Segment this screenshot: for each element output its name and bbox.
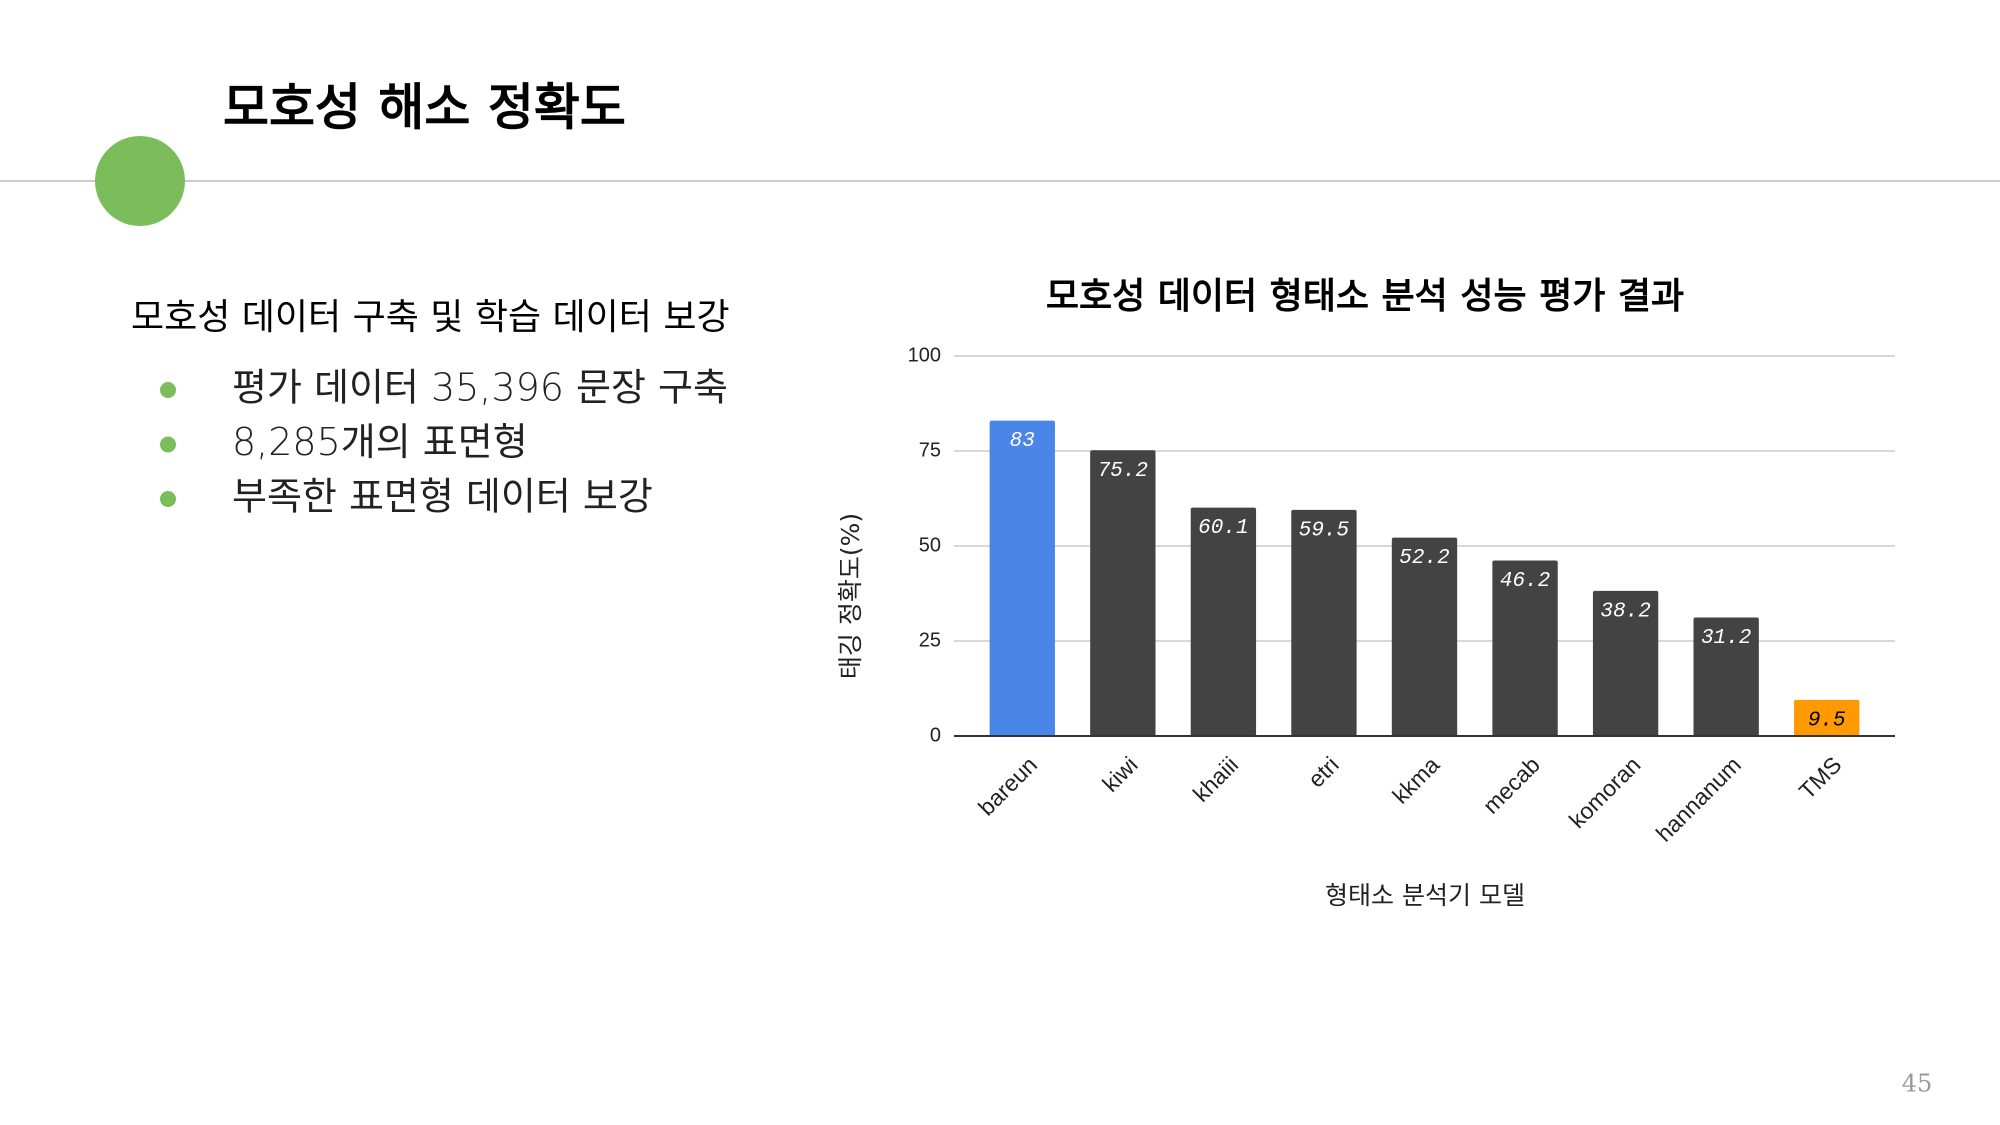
bullet-dot bbox=[160, 382, 176, 398]
slide-subtitle: 모호성 데이터 구축 및 학습 데이터 보강 bbox=[131, 297, 730, 338]
data-label: 59.5 bbox=[1299, 519, 1350, 542]
bar bbox=[1492, 560, 1558, 736]
bar bbox=[1693, 617, 1759, 736]
data-label: 46.2 bbox=[1500, 570, 1550, 593]
x-axis-title: 형태소 분석기 모델 bbox=[1325, 881, 1525, 910]
data-label: 31.2 bbox=[1701, 627, 1751, 650]
bullet-dot bbox=[160, 436, 176, 453]
bar bbox=[1190, 507, 1257, 736]
page-number: 45 bbox=[1902, 1070, 1933, 1098]
slide-title: 모호성 해소 정확도 bbox=[223, 79, 626, 137]
bullet-text: 8,285개의 표면형 bbox=[232, 420, 528, 464]
data-label: 60.1 bbox=[1198, 517, 1248, 540]
bar bbox=[989, 420, 1055, 736]
bar bbox=[1090, 450, 1156, 736]
data-label: 52.2 bbox=[1399, 547, 1449, 570]
bar bbox=[1291, 509, 1357, 736]
y-tick-label: 50 bbox=[919, 534, 941, 556]
data-label: 75.2 bbox=[1098, 460, 1148, 483]
bar bbox=[1592, 590, 1659, 736]
header-dot bbox=[95, 136, 185, 226]
y-tick-label: 100 bbox=[908, 344, 941, 366]
y-tick-label: 0 bbox=[930, 724, 941, 746]
bar bbox=[1794, 699, 1860, 736]
chart-title: 모호성 데이터 형태소 분석 성능 평가 결과 bbox=[1046, 276, 1684, 317]
bar bbox=[1391, 537, 1458, 736]
data-label: 9.5 bbox=[1808, 709, 1846, 732]
bullet-dot bbox=[160, 491, 176, 507]
y-axis-title: 태깅 정확도(%) bbox=[836, 513, 865, 679]
y-tick-label: 75 bbox=[919, 439, 941, 461]
bullet-text: 평가 데이터 35,396 문장 구축 bbox=[232, 366, 728, 410]
bullet-text: 부족한 표면형 데이터 보강 bbox=[232, 475, 653, 519]
data-label: 83 bbox=[1010, 430, 1035, 453]
y-tick-label: 25 bbox=[919, 629, 941, 651]
data-label: 38.2 bbox=[1600, 600, 1650, 623]
